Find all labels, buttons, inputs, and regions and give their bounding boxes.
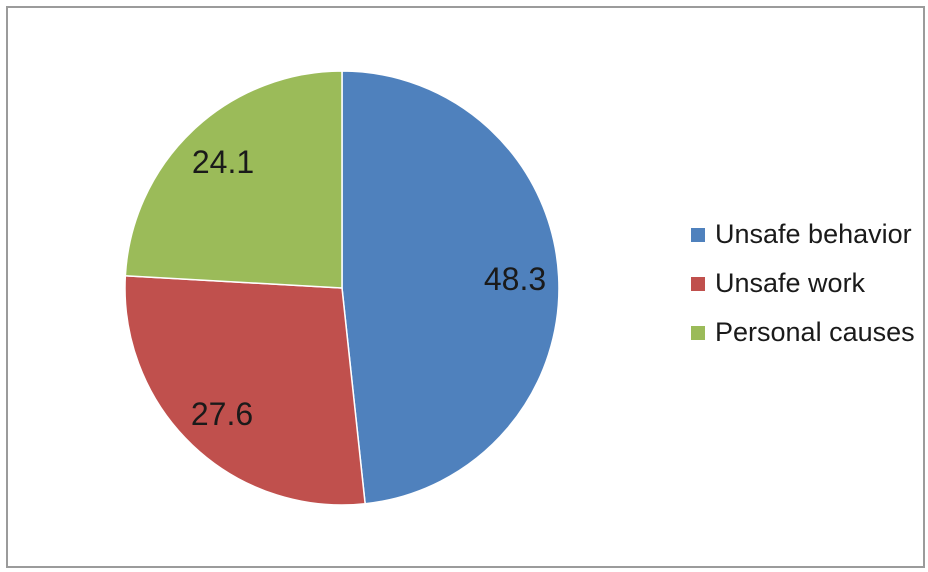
legend-label-unsafe-behavior: Unsafe behavior [715, 219, 912, 249]
legend-swatch-personal-causes [691, 325, 705, 340]
legend-item-personal-causes: Personal causes [691, 308, 915, 357]
legend-swatch-unsafe-work [691, 276, 705, 291]
legend-item-unsafe-work: Unsafe work [691, 259, 915, 308]
legend-label-unsafe-work: Unsafe work [715, 268, 866, 298]
legend-label-personal-causes: Personal causes [715, 317, 915, 347]
pie-slice-unsafe-work [124, 274, 366, 506]
legend-item-unsafe-behavior: Unsafe behavior [691, 210, 915, 259]
legend-swatch-unsafe-behavior [691, 227, 705, 242]
pie-slice-personal-causes [124, 70, 343, 289]
pie-slice-unsafe-behavior [341, 70, 560, 505]
legend: Unsafe behavior Unsafe work Personal cause… [691, 210, 915, 357]
